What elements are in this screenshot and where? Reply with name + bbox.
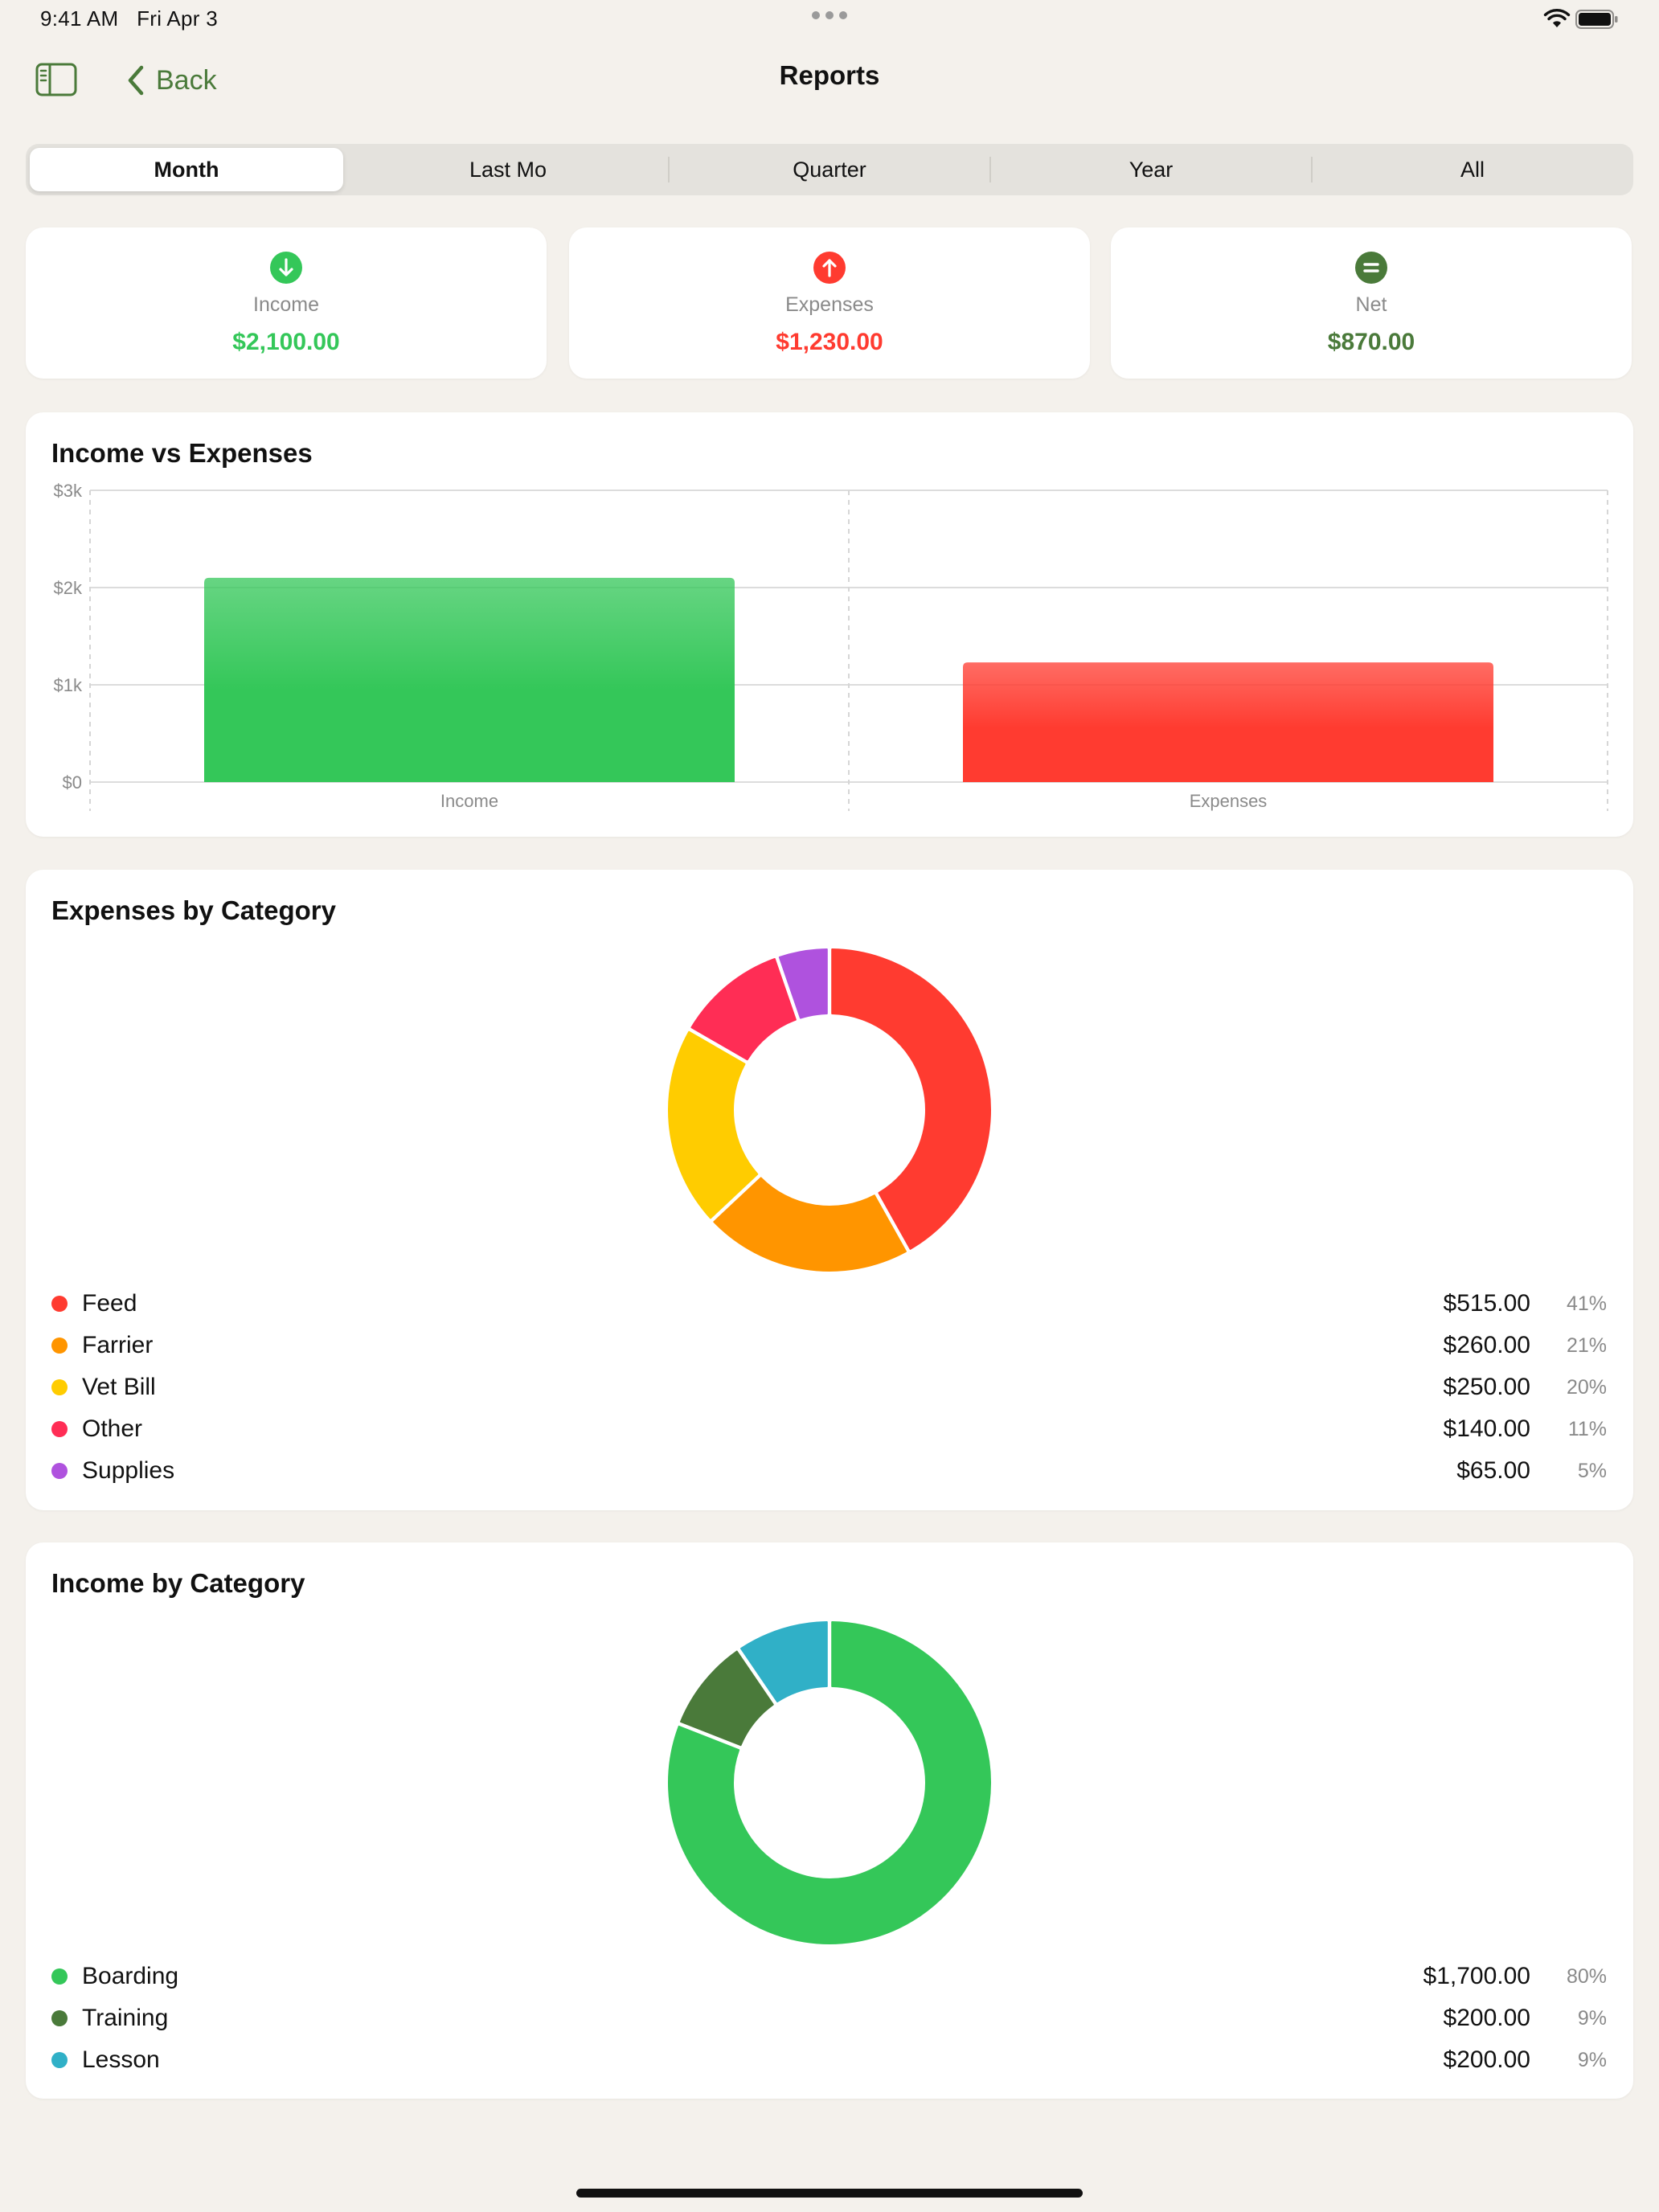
legend-amount: $200.00 [1443, 2046, 1530, 2073]
legend-row-vet-bill: Vet Bill $250.00 20% [51, 1366, 1607, 1408]
expenses-category-title: Expenses by Category [51, 895, 336, 925]
legend-dot-icon [51, 2052, 68, 2068]
legend-row-feed: Feed $515.00 41% [51, 1283, 1607, 1325]
legend-row-farrier: Farrier $260.00 21% [51, 1325, 1607, 1366]
slice-training [680, 1650, 774, 1747]
legend-row-boarding: Boarding $1,700.00 80% [51, 1956, 1607, 1997]
slice-other [690, 957, 797, 1061]
legend-amount: $250.00 [1443, 1374, 1530, 1400]
legend-percent: 11% [1567, 1417, 1607, 1440]
expenses-by-category-card: Expenses by Category Feed $515.00 41% Farri… [26, 870, 1633, 1510]
status-time: 9:41 AM Fri Apr 3 [40, 6, 218, 31]
legend-amount: $200.00 [1443, 2005, 1530, 2031]
back-label: Back [156, 64, 217, 96]
bar-income [204, 577, 735, 782]
net-value: $870.00 [1327, 329, 1415, 355]
period-segmented-control: Month Last Mo Quarter Year All [26, 144, 1633, 195]
income-vs-expenses-chart: $0 $1k $2k $3k Income Expenses [54, 481, 1608, 811]
income-by-category-card: Income by Category Boarding $1,700.00 80% T… [26, 1542, 1633, 2099]
chevron-left-icon [128, 65, 144, 96]
legend-name: Lesson [82, 2046, 160, 2073]
tab-last-month[interactable]: Last Mo [469, 157, 547, 182]
y-tick-label: $0 [63, 772, 82, 793]
expenses-value: $1,230.00 [776, 329, 883, 355]
tab-all[interactable]: All [1460, 157, 1485, 182]
x-tick-label: Expenses [1190, 791, 1268, 811]
net-summary-card: Net $870.00 [1111, 227, 1632, 379]
net-label: Net [1355, 293, 1387, 316]
legend-amount: $65.00 [1456, 1457, 1530, 1484]
bar-chart-title: Income vs Expenses [51, 438, 313, 468]
battery-icon [1575, 10, 1618, 29]
legend-amount: $1,700.00 [1423, 1963, 1530, 1989]
slice-lesson [739, 1621, 828, 1703]
slice-supplies [778, 948, 828, 1019]
legend-dot-icon [51, 1968, 68, 1985]
slice-vet-bill [668, 1030, 759, 1219]
legend-dot-icon [51, 1421, 68, 1437]
tab-year[interactable]: Year [1129, 157, 1174, 182]
legend-amount: $515.00 [1443, 1290, 1530, 1317]
legend-name: Feed [82, 1290, 137, 1317]
legend-percent: 21% [1566, 1333, 1607, 1357]
income-donut-chart [668, 1621, 991, 1944]
expenses-donut-chart [668, 948, 991, 1272]
expenses-summary-card: Expenses $1,230.00 [569, 227, 1090, 379]
legend-name: Training [82, 2005, 169, 2031]
legend-dot-icon [51, 1379, 68, 1395]
legend-percent: 80% [1566, 1964, 1607, 1988]
legend-row-training: Training $200.00 9% [51, 1997, 1607, 2039]
legend-dot-icon [51, 1337, 68, 1354]
legend-dot-icon [51, 1296, 68, 1312]
legend-name: Farrier [82, 1332, 154, 1358]
status-clock: 9:41 AM [40, 6, 119, 31]
legend-amount: $260.00 [1443, 1332, 1530, 1358]
multitasking-dots-icon[interactable] [812, 11, 847, 19]
income-label: Income [253, 293, 319, 316]
legend-row-other: Other $140.00 11% [51, 1408, 1607, 1450]
legend-percent: 41% [1566, 1292, 1607, 1315]
status-date: Fri Apr 3 [137, 6, 219, 31]
income-value: $2,100.00 [232, 329, 340, 355]
legend-dot-icon [51, 1463, 68, 1479]
legend-percent: 9% [1577, 2048, 1607, 2071]
y-tick-label: $3k [54, 481, 83, 501]
income-summary-card: Income $2,100.00 [26, 227, 547, 379]
sidebar-toggle-icon[interactable] [35, 63, 77, 96]
tab-quarter[interactable]: Quarter [793, 157, 866, 182]
income-category-title: Income by Category [51, 1568, 305, 1598]
back-button[interactable]: Back [127, 58, 217, 103]
slice-feed [831, 948, 991, 1250]
legend-percent: 20% [1566, 1375, 1607, 1399]
legend-name: Boarding [82, 1963, 179, 1989]
legend-amount: $140.00 [1443, 1415, 1530, 1442]
wifi-icon [1543, 9, 1571, 27]
bar-expenses [963, 662, 1493, 782]
legend-dot-icon [51, 2010, 68, 2026]
segment-divider [668, 157, 670, 182]
segment-divider [1311, 157, 1313, 182]
tab-month[interactable]: Month [30, 148, 343, 191]
legend-name: Vet Bill [82, 1374, 156, 1400]
arrow-down-icon [270, 252, 302, 284]
legend-row-supplies: Supplies $65.00 5% [51, 1450, 1607, 1492]
equals-icon [1355, 252, 1387, 284]
legend-name: Other [82, 1415, 143, 1442]
income-vs-expenses-card: Income vs Expenses $0 $1k $2k $3k Income Expe… [26, 412, 1633, 837]
legend-name: Supplies [82, 1457, 175, 1484]
y-tick-label: $2k [54, 578, 83, 598]
slice-farrier [713, 1177, 907, 1272]
legend-percent: 5% [1577, 1459, 1607, 1482]
page-title: Reports [779, 60, 880, 90]
home-indicator[interactable] [576, 2189, 1083, 2198]
legend-percent: 9% [1577, 2006, 1607, 2030]
x-tick-label: Income [440, 791, 498, 811]
segment-divider [989, 157, 991, 182]
arrow-up-icon [813, 252, 846, 284]
legend-row-lesson: Lesson $200.00 9% [51, 2039, 1607, 2081]
slice-boarding [668, 1621, 991, 1944]
expenses-label: Expenses [785, 293, 874, 316]
y-tick-label: $1k [54, 675, 83, 695]
